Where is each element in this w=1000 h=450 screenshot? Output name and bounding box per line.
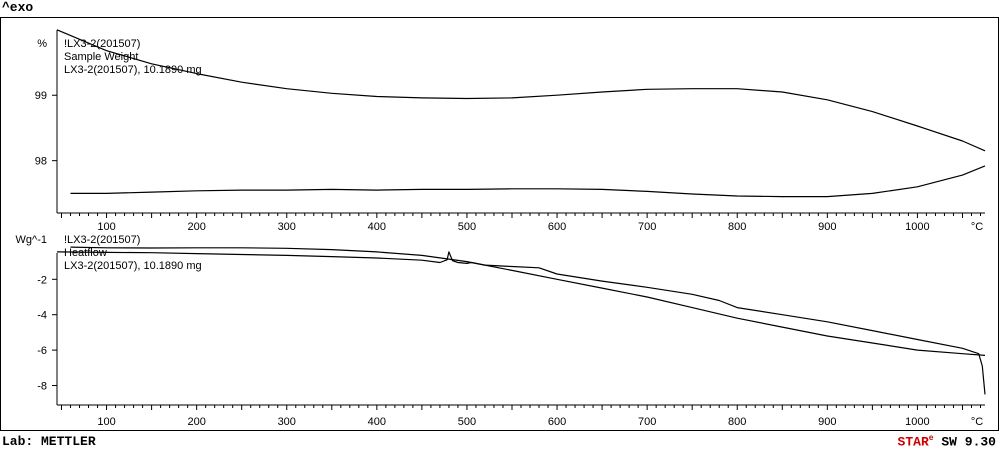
exo-direction-label: ^exo xyxy=(2,0,34,15)
legend-entry: !LX3-2(201507) xyxy=(64,38,140,50)
y-tick-label: -8 xyxy=(37,381,47,393)
x-tick-label: 1000 xyxy=(905,416,929,428)
x-tick-label: 400 xyxy=(368,221,386,233)
y-tick-label: -4 xyxy=(37,310,47,322)
legend-entry: !LX3-2(201507) xyxy=(64,234,140,246)
x-tick-label: 200 xyxy=(187,416,205,428)
x-tick-label: 900 xyxy=(818,416,836,428)
x-tick-label: 300 xyxy=(278,416,296,428)
legend-entry: Heatflow xyxy=(64,247,107,259)
star-brand-superscript: e xyxy=(928,434,934,443)
series-line-cooling xyxy=(70,246,986,356)
legend-entry: LX3-2(201507), 10.1890 mg xyxy=(64,260,202,272)
x-tick-label: 600 xyxy=(548,221,566,233)
x-tick-label: 300 xyxy=(278,221,296,233)
x-tick-label: 600 xyxy=(548,416,566,428)
x-tick-label: 200 xyxy=(187,221,205,233)
chart-frame xyxy=(0,17,999,431)
software-version-text: SW 9.30 xyxy=(933,434,996,450)
lab-label: Lab: METTLER xyxy=(2,434,96,449)
software-version: STARe SW 9.30 xyxy=(898,434,996,449)
y-axis-label: Wg^-1 xyxy=(16,234,47,246)
x-tick-label: 800 xyxy=(728,221,746,233)
x-unit-label: °C xyxy=(971,416,983,428)
series-line-heating xyxy=(56,29,986,152)
x-unit-label: °C xyxy=(971,221,983,233)
x-tick-label: 700 xyxy=(638,416,656,428)
x-tick-label: 700 xyxy=(638,221,656,233)
series-line-heating xyxy=(56,251,986,395)
x-tick-label: 100 xyxy=(97,416,115,428)
y-tick-label: -2 xyxy=(37,274,47,286)
series-line-cooling xyxy=(70,165,986,198)
y-tick-label: 99 xyxy=(35,90,47,102)
y-axis-label: % xyxy=(37,38,47,50)
x-tick-label: 400 xyxy=(368,416,386,428)
x-tick-label: 500 xyxy=(458,221,476,233)
x-tick-label: 500 xyxy=(458,416,476,428)
x-tick-label: 100 xyxy=(97,221,115,233)
y-tick-label: 98 xyxy=(35,156,47,168)
star-brand: STAR xyxy=(897,434,929,450)
x-tick-label: 900 xyxy=(818,221,836,233)
x-tick-label: 800 xyxy=(728,416,746,428)
x-tick-label: 1000 xyxy=(905,221,929,233)
y-tick-label: -6 xyxy=(37,345,47,357)
